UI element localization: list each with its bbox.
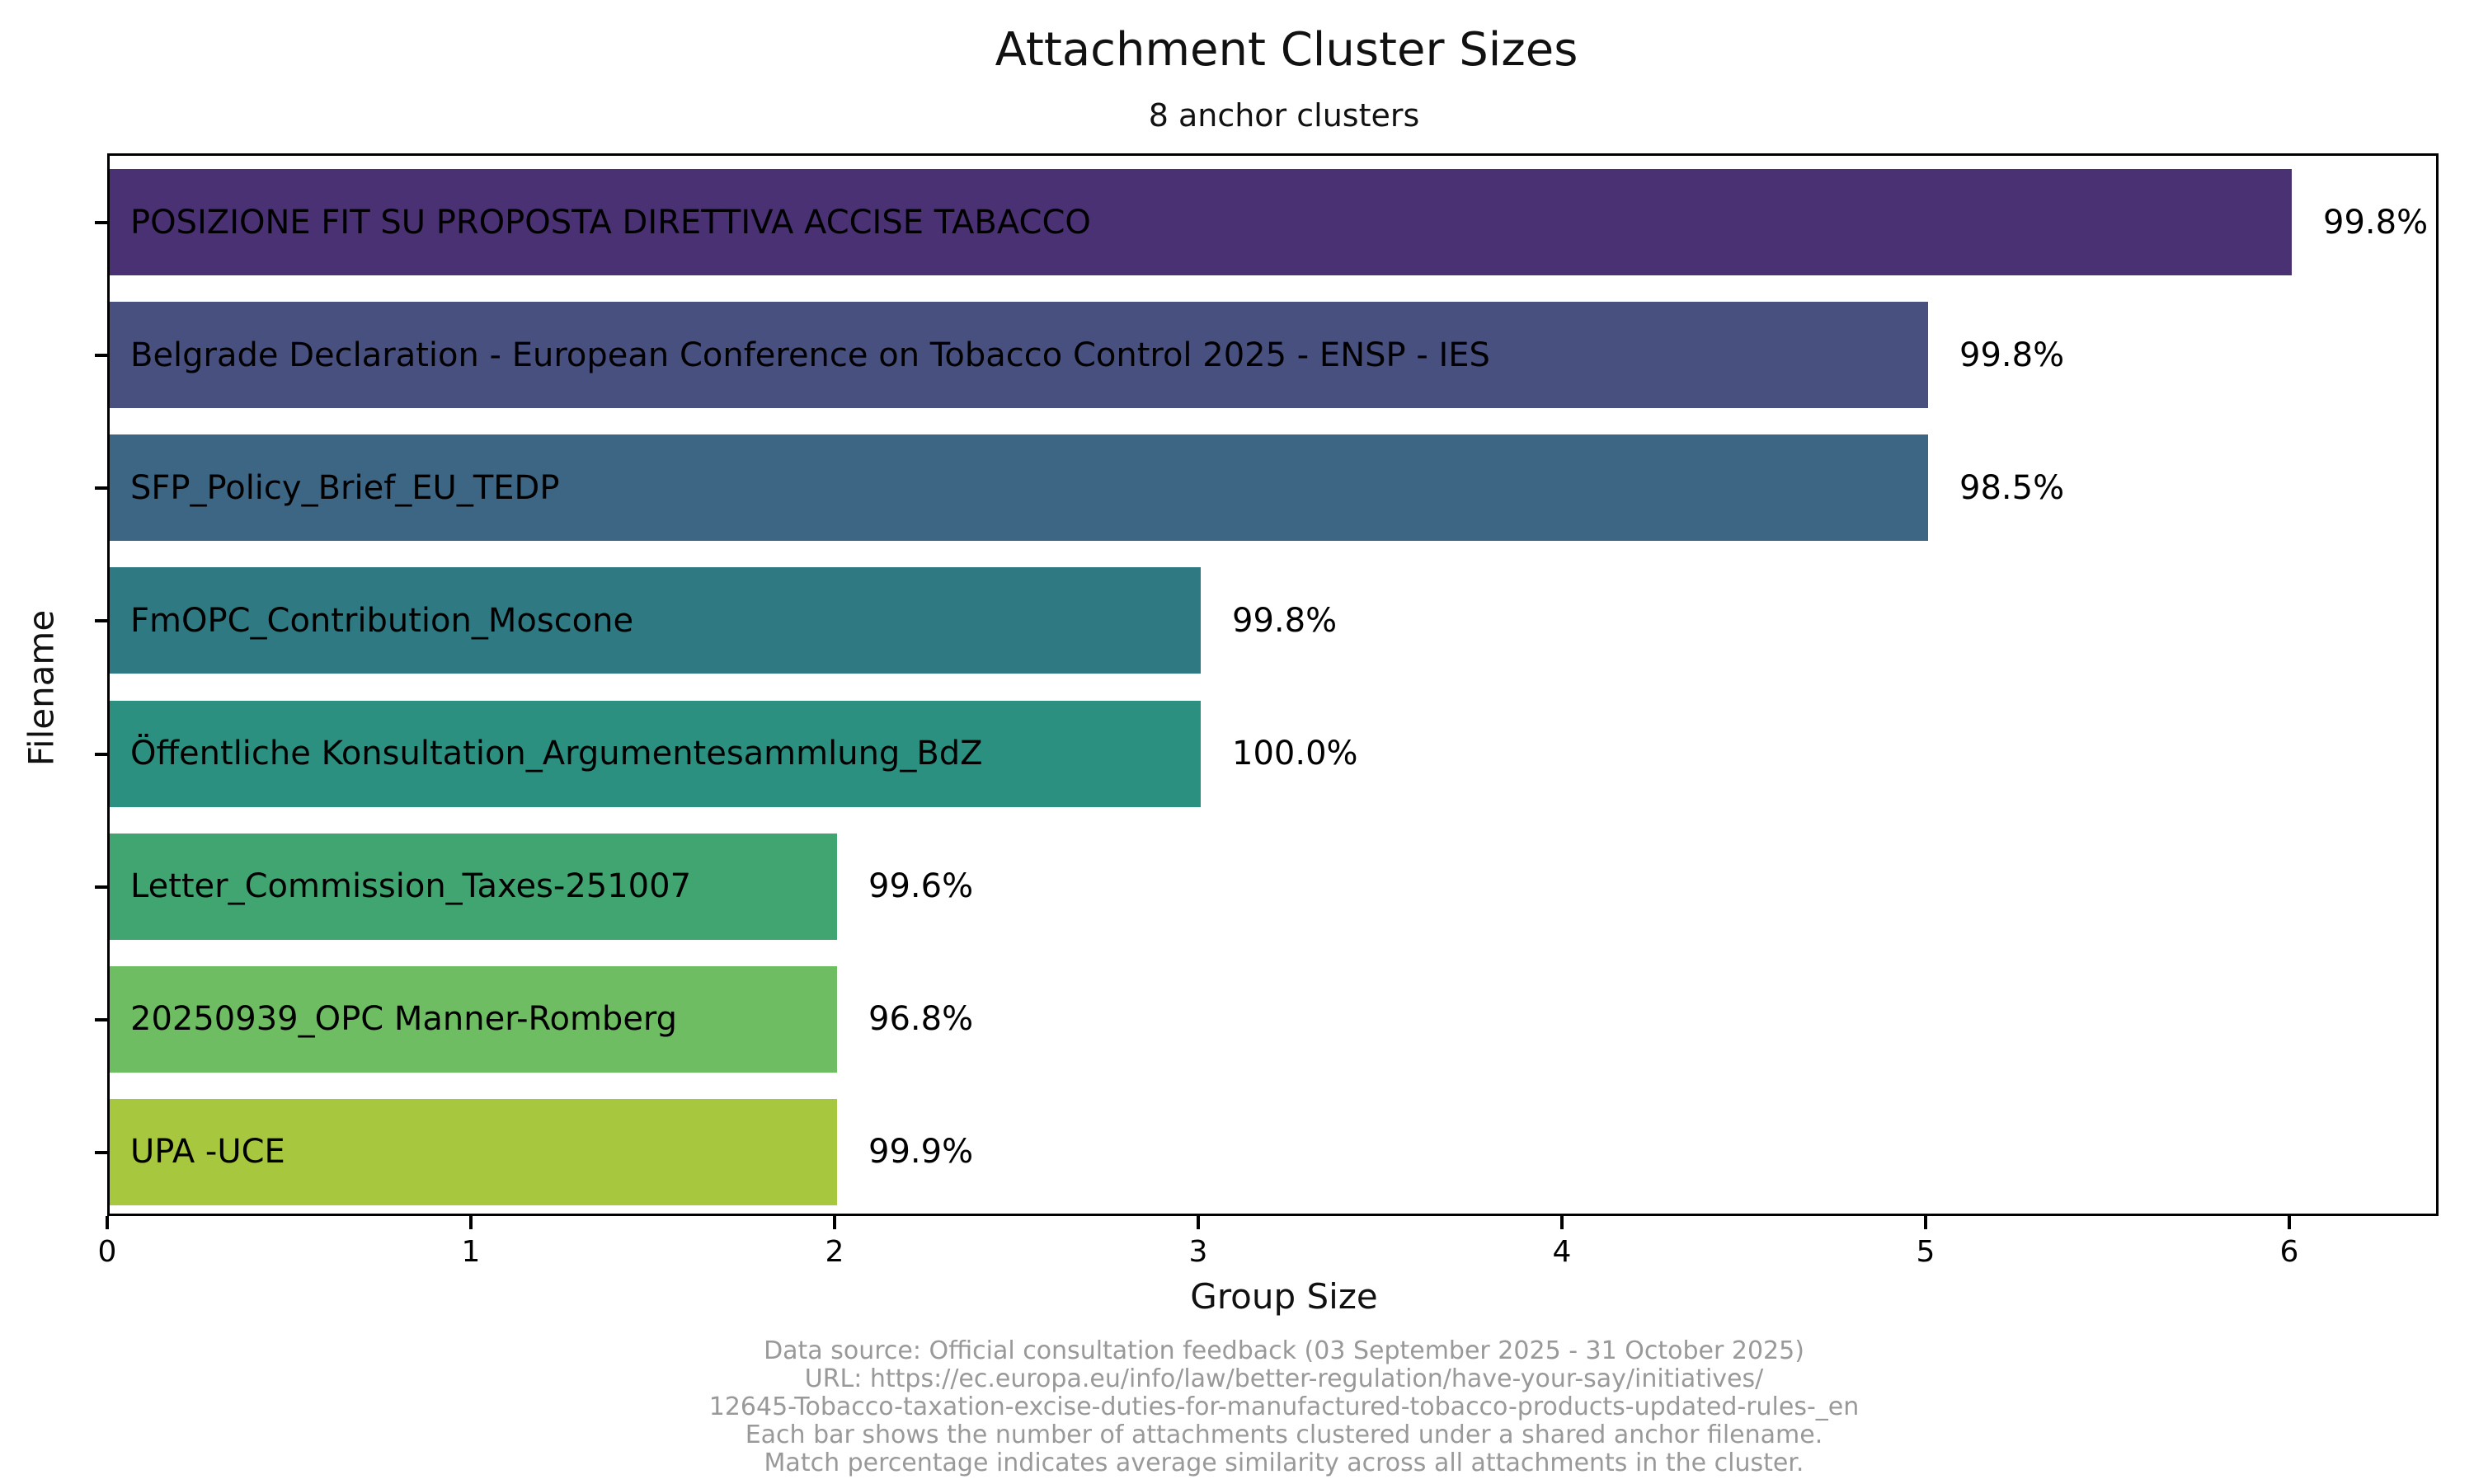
footer-line: URL: https://ec.europa.eu/info/law/bette… bbox=[804, 1364, 1764, 1393]
footer-caption: Data source: Official consultation feedb… bbox=[0, 1337, 2474, 1477]
x-tick-label: 4 bbox=[1552, 1235, 1572, 1269]
x-tick-label: 2 bbox=[825, 1235, 844, 1269]
bar-filename-label: Öffentliche Konsultation_Argumentesammlu… bbox=[130, 735, 983, 773]
x-tick-mark bbox=[1560, 1216, 1564, 1229]
cluster-bar[interactable]: UPA -UCE bbox=[110, 1098, 837, 1205]
bar-filename-label: SFP_Policy_Brief_EU_TEDP bbox=[130, 468, 560, 507]
match-percentage-label: 100.0% bbox=[1232, 735, 1358, 773]
x-tick-label: 5 bbox=[1916, 1235, 1935, 1269]
x-tick-mark bbox=[106, 1216, 109, 1229]
chart-subtitle: 8 anchor clusters bbox=[1148, 97, 1420, 134]
x-tick-mark bbox=[1924, 1216, 1927, 1229]
bar-row: UPA -UCE 99.9% bbox=[95, 1086, 2436, 1219]
bar-row: FmOPC_Contribution_Moscone 99.8% bbox=[95, 554, 2436, 687]
cluster-bar[interactable]: SFP_Policy_Brief_EU_TEDP bbox=[110, 434, 1928, 542]
match-percentage-label: 99.6% bbox=[868, 867, 974, 906]
y-tick-mark bbox=[95, 486, 110, 491]
bar-filename-label: FmOPC_Contribution_Moscone bbox=[130, 601, 634, 640]
footer-line: Each bar shows the number of attachments… bbox=[745, 1421, 1823, 1449]
x-tick-mark bbox=[1197, 1216, 1200, 1229]
bar-row: 20250939_OPC Manner-Romberg 96.8% bbox=[95, 953, 2436, 1086]
x-axis-label: Group Size bbox=[1190, 1276, 1378, 1317]
y-axis-label: Filename bbox=[21, 609, 62, 767]
bar-row: Belgrade Declaration - European Conferen… bbox=[95, 289, 2436, 421]
cluster-bar[interactable]: POSIZIONE FIT SU PROPOSTA DIRETTIVA ACCI… bbox=[110, 169, 2292, 276]
bar-row: SFP_Policy_Brief_EU_TEDP 98.5% bbox=[95, 421, 2436, 554]
bar-row: POSIZIONE FIT SU PROPOSTA DIRETTIVA ACCI… bbox=[95, 156, 2436, 289]
match-percentage-label: 99.8% bbox=[1959, 336, 2065, 374]
y-tick-mark bbox=[95, 221, 110, 224]
cluster-bar[interactable]: FmOPC_Contribution_Moscone bbox=[110, 567, 1201, 674]
y-tick-mark bbox=[95, 885, 110, 889]
y-tick-mark bbox=[95, 752, 110, 756]
footer-line: 12645-Tobacco-taxation-excise-duties-for… bbox=[708, 1392, 1860, 1421]
bar-row: Letter_Commission_Taxes-251007 99.6% bbox=[95, 820, 2436, 953]
bar-filename-label: POSIZIONE FIT SU PROPOSTA DIRETTIVA ACCI… bbox=[130, 203, 1091, 242]
cluster-bar[interactable]: 20250939_OPC Manner-Romberg bbox=[110, 965, 837, 1073]
x-tick-mark bbox=[833, 1216, 836, 1229]
cluster-bar[interactable]: Letter_Commission_Taxes-251007 bbox=[110, 833, 837, 940]
match-percentage-label: 99.8% bbox=[2323, 203, 2429, 242]
y-tick-mark bbox=[95, 1017, 110, 1021]
cluster-bar[interactable]: Öffentliche Konsultation_Argumentesammlu… bbox=[110, 700, 1201, 807]
x-tick-mark bbox=[2288, 1216, 2291, 1229]
match-percentage-label: 99.9% bbox=[868, 1133, 974, 1172]
bar-filename-label: Letter_Commission_Taxes-251007 bbox=[130, 867, 692, 906]
plot-area: POSIZIONE FIT SU PROPOSTA DIRETTIVA ACCI… bbox=[95, 153, 2439, 1219]
x-tick-mark bbox=[469, 1216, 473, 1229]
y-tick-mark bbox=[95, 354, 110, 358]
x-tick-label: 3 bbox=[1188, 1235, 1208, 1269]
x-tick-label: 0 bbox=[97, 1235, 117, 1269]
bar-filename-label: 20250939_OPC Manner-Romberg bbox=[130, 1000, 678, 1039]
footer-line: Match percentage indicates average simil… bbox=[764, 1449, 1804, 1477]
x-tick-label: 1 bbox=[461, 1235, 481, 1269]
y-tick-mark bbox=[95, 619, 110, 623]
bar-row: Öffentliche Konsultation_Argumentesammlu… bbox=[95, 688, 2436, 820]
cluster-bar[interactable]: Belgrade Declaration - European Conferen… bbox=[110, 302, 1928, 409]
x-tick-label: 6 bbox=[2279, 1235, 2299, 1269]
match-percentage-label: 99.8% bbox=[1232, 601, 1338, 640]
footer-line: Data source: Official consultation feedb… bbox=[764, 1336, 1804, 1365]
match-percentage-label: 96.8% bbox=[868, 1000, 974, 1039]
bar-filename-label: UPA -UCE bbox=[130, 1133, 285, 1172]
chart-title: Attachment Cluster Sizes bbox=[995, 23, 1578, 77]
match-percentage-label: 98.5% bbox=[1959, 468, 2065, 507]
y-tick-mark bbox=[95, 1150, 110, 1154]
bar-filename-label: Belgrade Declaration - European Conferen… bbox=[130, 336, 1490, 374]
